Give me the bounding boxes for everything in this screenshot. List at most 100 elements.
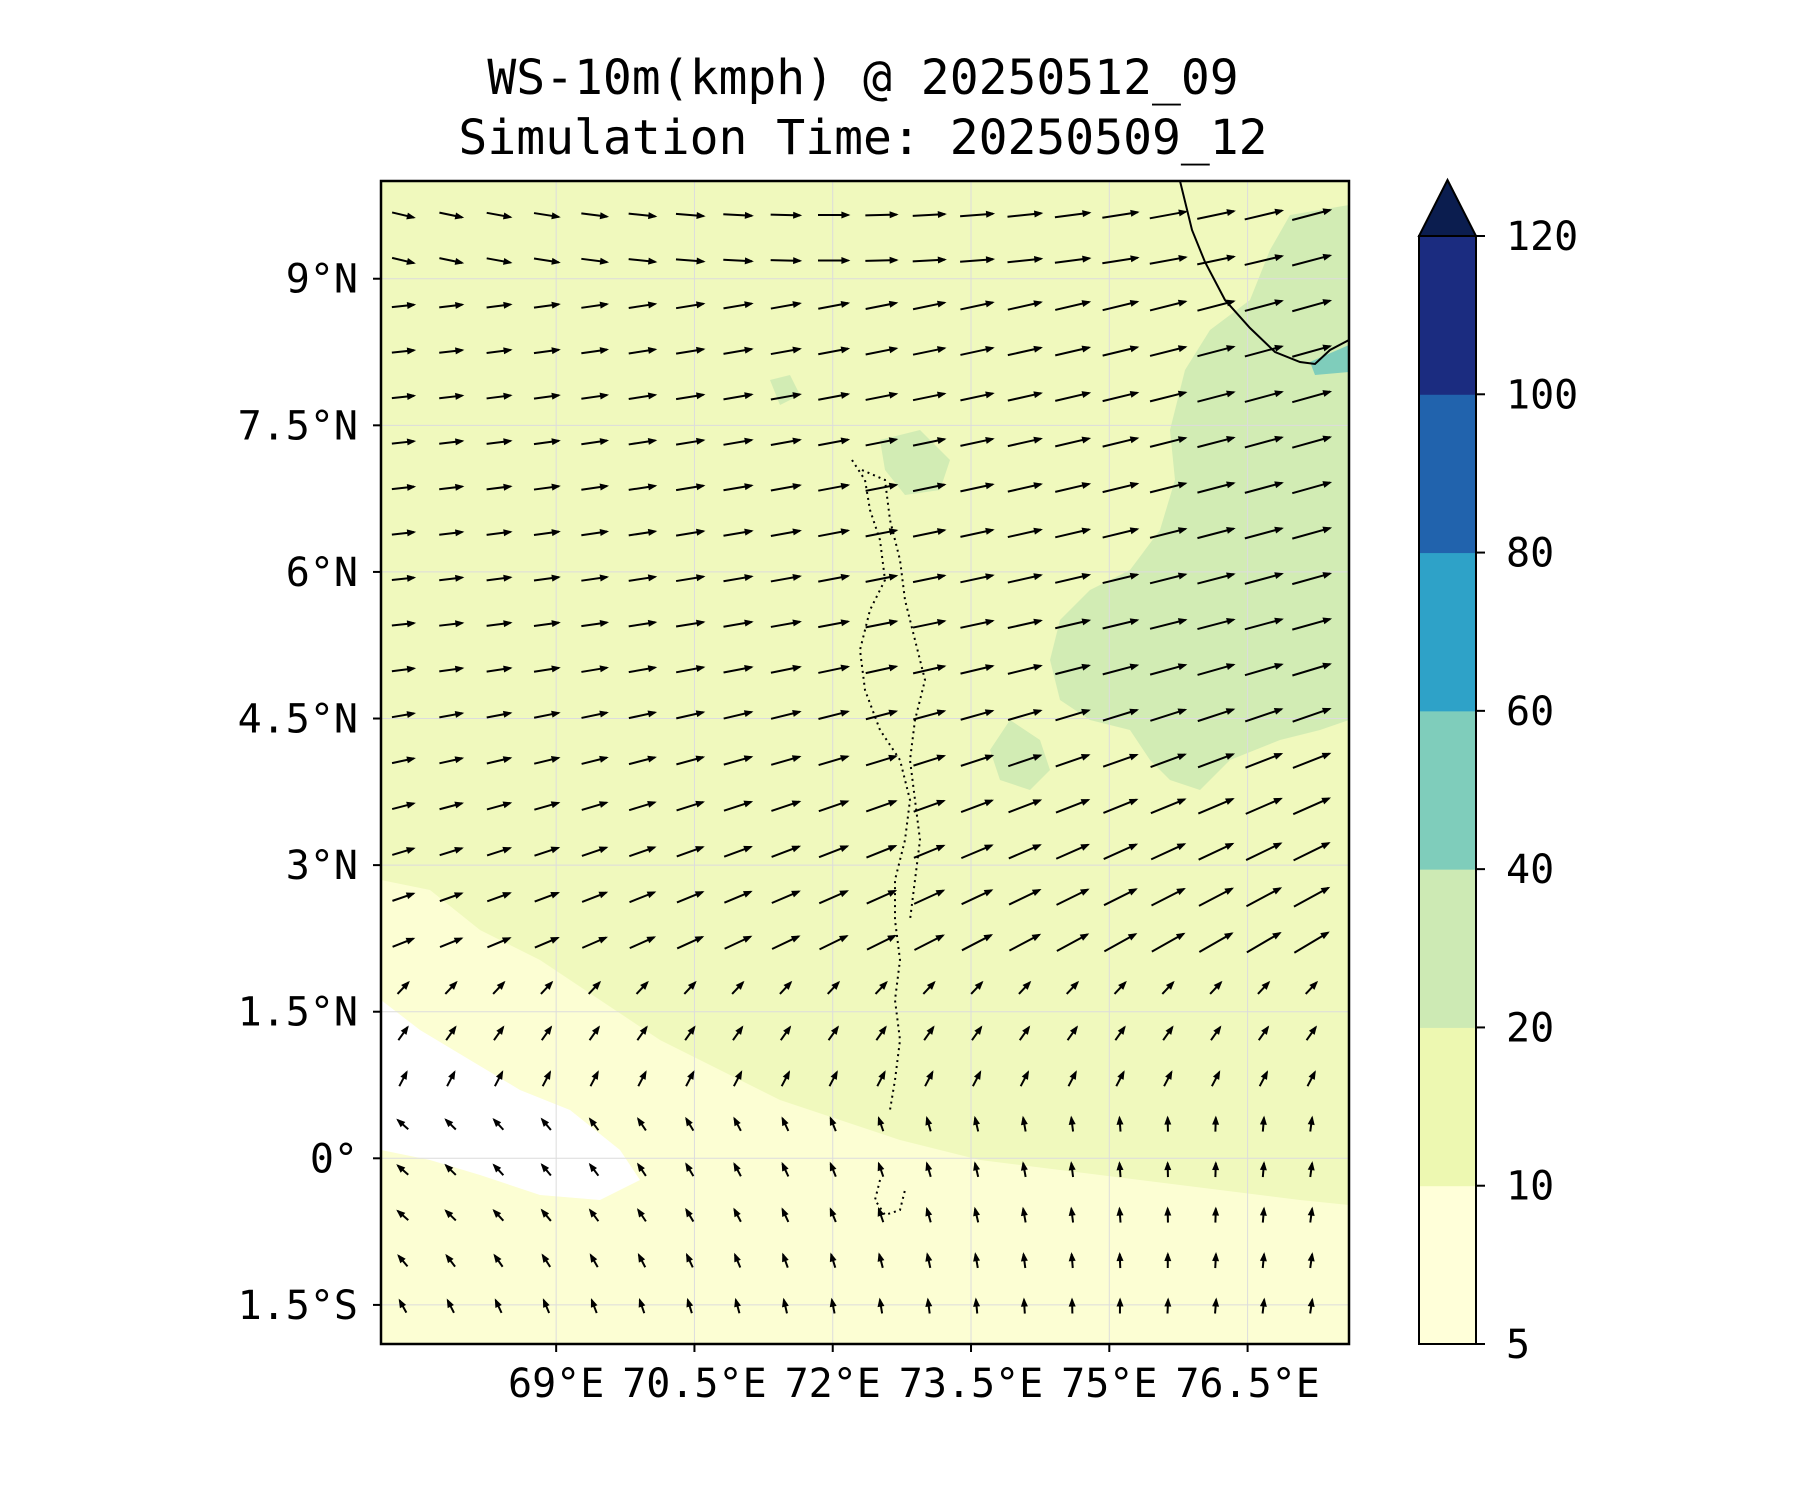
longitude-axis: 69°E 70.5°E 72°E 73.5°E 75°E 76.5°E (508, 1344, 1320, 1407)
wind-arrow (1116, 1206, 1124, 1223)
wind-arrow (818, 619, 851, 629)
wind-arrow (1307, 1161, 1315, 1178)
wind-arrow (1245, 887, 1283, 908)
wind-arrow (1055, 300, 1092, 311)
wind-arrow (1102, 527, 1140, 539)
map-title: WS-10m(kmph) @ 20250512_09 (487, 50, 1239, 106)
wind-arrow (1257, 1025, 1270, 1041)
wind-arrow (487, 937, 512, 949)
wind-arrow (1007, 527, 1043, 539)
wind-arrow (1055, 345, 1092, 357)
wind-arrow (925, 1206, 933, 1223)
wind-arrow (581, 665, 609, 673)
wind-arrow (588, 1025, 600, 1041)
wind-arrow (581, 257, 610, 265)
colorbar-segment (1419, 1027, 1476, 1187)
wind-arrow (581, 529, 610, 537)
wind-arrow (770, 755, 802, 766)
wind-arrow (439, 756, 465, 765)
wind-arrow (1056, 888, 1090, 906)
wind-arrow (391, 847, 416, 856)
wind-arrow (1007, 754, 1043, 768)
wind-arrow (733, 1207, 742, 1223)
wind-arrow (533, 438, 561, 446)
wind-arrow (733, 1116, 742, 1132)
wind-arrow (912, 482, 947, 493)
wind-arrow (1259, 1161, 1267, 1178)
wind-arrow (685, 1116, 695, 1132)
wind-arrow (1161, 980, 1175, 995)
wind-arrow (970, 980, 984, 995)
latitude-axis: 9°N 7.5°N 6°N 4.5°N 3°N 1.5°N 0° 1.5°S (238, 257, 381, 1329)
wind-arrow (877, 1297, 885, 1314)
wind-arrow (912, 256, 947, 264)
wind-arrow (1056, 933, 1090, 952)
wind-arrow (925, 1297, 933, 1314)
wind-arrow (1164, 1206, 1172, 1223)
wind-arrow (1292, 344, 1333, 358)
wind-arrow (1197, 345, 1236, 358)
wind-arrow (534, 846, 561, 857)
wind-arrow (391, 438, 417, 446)
wind-arrow (1007, 210, 1044, 218)
wind-arrow (1197, 753, 1236, 769)
wind-arrow (685, 1162, 695, 1177)
wind-arrow (971, 1025, 983, 1041)
wind-arrow (1102, 436, 1140, 448)
wind-arrow (876, 1070, 886, 1087)
wind-arrow (973, 1161, 981, 1178)
wind-arrow (1055, 436, 1092, 448)
wind-arrow (818, 755, 850, 767)
wind-arrow (391, 256, 416, 265)
wind-arrow (1151, 932, 1186, 953)
wind-arrow (533, 574, 561, 582)
wind-arrow (1197, 481, 1236, 494)
wind-arrow (588, 1208, 600, 1222)
wind-arrow (683, 980, 697, 995)
wind-arrow (960, 300, 995, 311)
wind-arrow (533, 347, 561, 355)
wind-arrow (723, 574, 754, 583)
wind-arrow (590, 1298, 598, 1314)
wind-arrow (912, 346, 947, 356)
wind-arrow (542, 1298, 551, 1314)
wind-arrow (1113, 980, 1127, 995)
wind-arrow (444, 1118, 457, 1131)
wind-arrow (533, 665, 561, 673)
wind-arrow (675, 301, 706, 310)
wind-arrow (439, 801, 464, 811)
wind-arrow (817, 211, 851, 219)
wind-arrow (1067, 1070, 1077, 1087)
wind-arrow (629, 891, 657, 904)
wind-arrow (1149, 572, 1188, 585)
wind-arrow (1007, 709, 1043, 721)
wind-arrow (723, 845, 753, 858)
wind-arrow (486, 756, 513, 765)
wind-arrow (1102, 209, 1140, 219)
wind-arrow (1293, 842, 1331, 862)
wind-arrow (960, 844, 994, 860)
wind-arrow (770, 392, 802, 401)
wind-arrow (818, 709, 850, 720)
wind-arrow (628, 665, 658, 674)
wind-arrow (770, 574, 802, 583)
wind-arrow (1212, 1115, 1220, 1132)
wind-arrow (818, 845, 850, 859)
wind-arrow (973, 1297, 981, 1314)
wind-arrow (731, 980, 745, 995)
wind-arrow (588, 1117, 600, 1131)
wind-arrow (1149, 390, 1188, 403)
lon-tick-label: 69°E (508, 1361, 604, 1407)
wind-arrow (1164, 1115, 1172, 1132)
wind-arrow (1114, 1025, 1126, 1041)
wind-arrow (541, 1253, 552, 1268)
wind-arrow (1018, 1025, 1031, 1041)
wind-arrow (1020, 1161, 1028, 1178)
wind-arrow (675, 437, 706, 446)
wind-field-region-calm (381, 1000, 640, 1200)
wind-arrow (1007, 345, 1043, 357)
wind-arrow (1244, 663, 1284, 677)
wind-arrow (493, 1025, 505, 1041)
wind-arrow (581, 301, 610, 309)
wind-arrow (486, 665, 513, 673)
